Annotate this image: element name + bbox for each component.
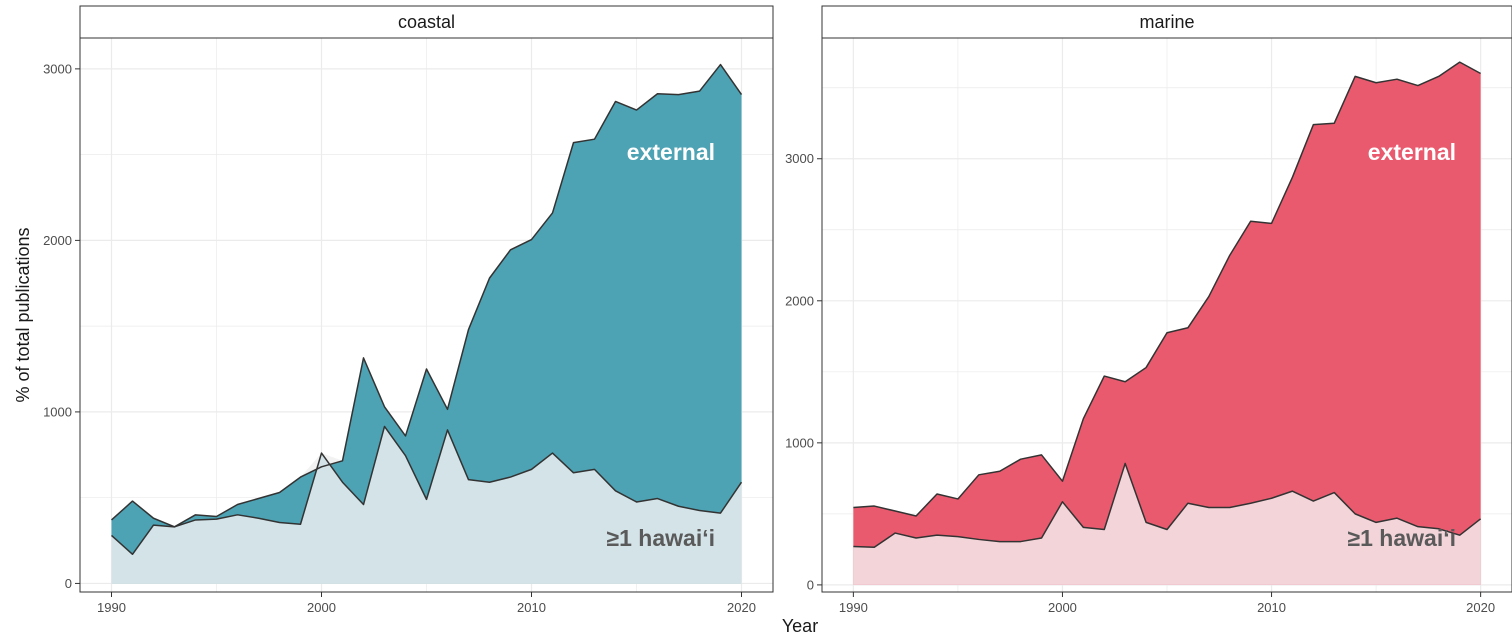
x-tick-label: 2000 [1048,600,1077,615]
y-tick-label: 3000 [43,61,72,76]
y-tick-label: 3000 [785,151,814,166]
x-axis-title: Year [782,616,818,636]
y-tick-label: 1000 [785,435,814,450]
x-tick-label: 2010 [1257,600,1286,615]
y-axis-title: % of total publications [13,227,33,402]
annotation-external: external [627,139,715,165]
facet-strip [79,5,774,39]
x-tick-label: 2000 [307,600,336,615]
area-hawaii [111,426,742,584]
panel-coastal: coastal 1990 2000 2010 2020 0 1000 2000 3000 exte… [43,5,774,615]
line-hawaii [110,425,743,556]
y-tick-label: 2000 [785,293,814,308]
line-external [853,61,1481,517]
x-tick-label: 2020 [727,600,756,615]
facet-strip-label: coastal [398,12,455,32]
annotation-hawaii: ≥1 hawai‘i [607,525,716,551]
panel-border [79,37,774,593]
annotation-hawaii: ≥1 hawai‘i [1348,525,1457,551]
y-tick-label: 0 [65,576,72,591]
y-tick-label: 0 [807,577,814,592]
facet-strip-label: marine [1139,12,1194,32]
area-external [853,62,1481,585]
panel-marine: marine 1990 2000 2010 2020 0 1000 2000 3000 exter… [785,5,1512,615]
panel-border [821,37,1512,593]
y-tick-label: 2000 [43,233,72,248]
x-tick-label: 2020 [1466,600,1495,615]
line-hawaii [853,462,1482,549]
x-tick-label: 2010 [517,600,546,615]
area-external [111,64,742,584]
area-hawaii [853,463,1481,585]
x-tick-label: 1990 [97,600,126,615]
line-external [110,63,743,528]
x-tick-label: 1990 [839,600,868,615]
annotation-external: external [1368,139,1456,165]
y-tick-label: 1000 [43,404,72,419]
